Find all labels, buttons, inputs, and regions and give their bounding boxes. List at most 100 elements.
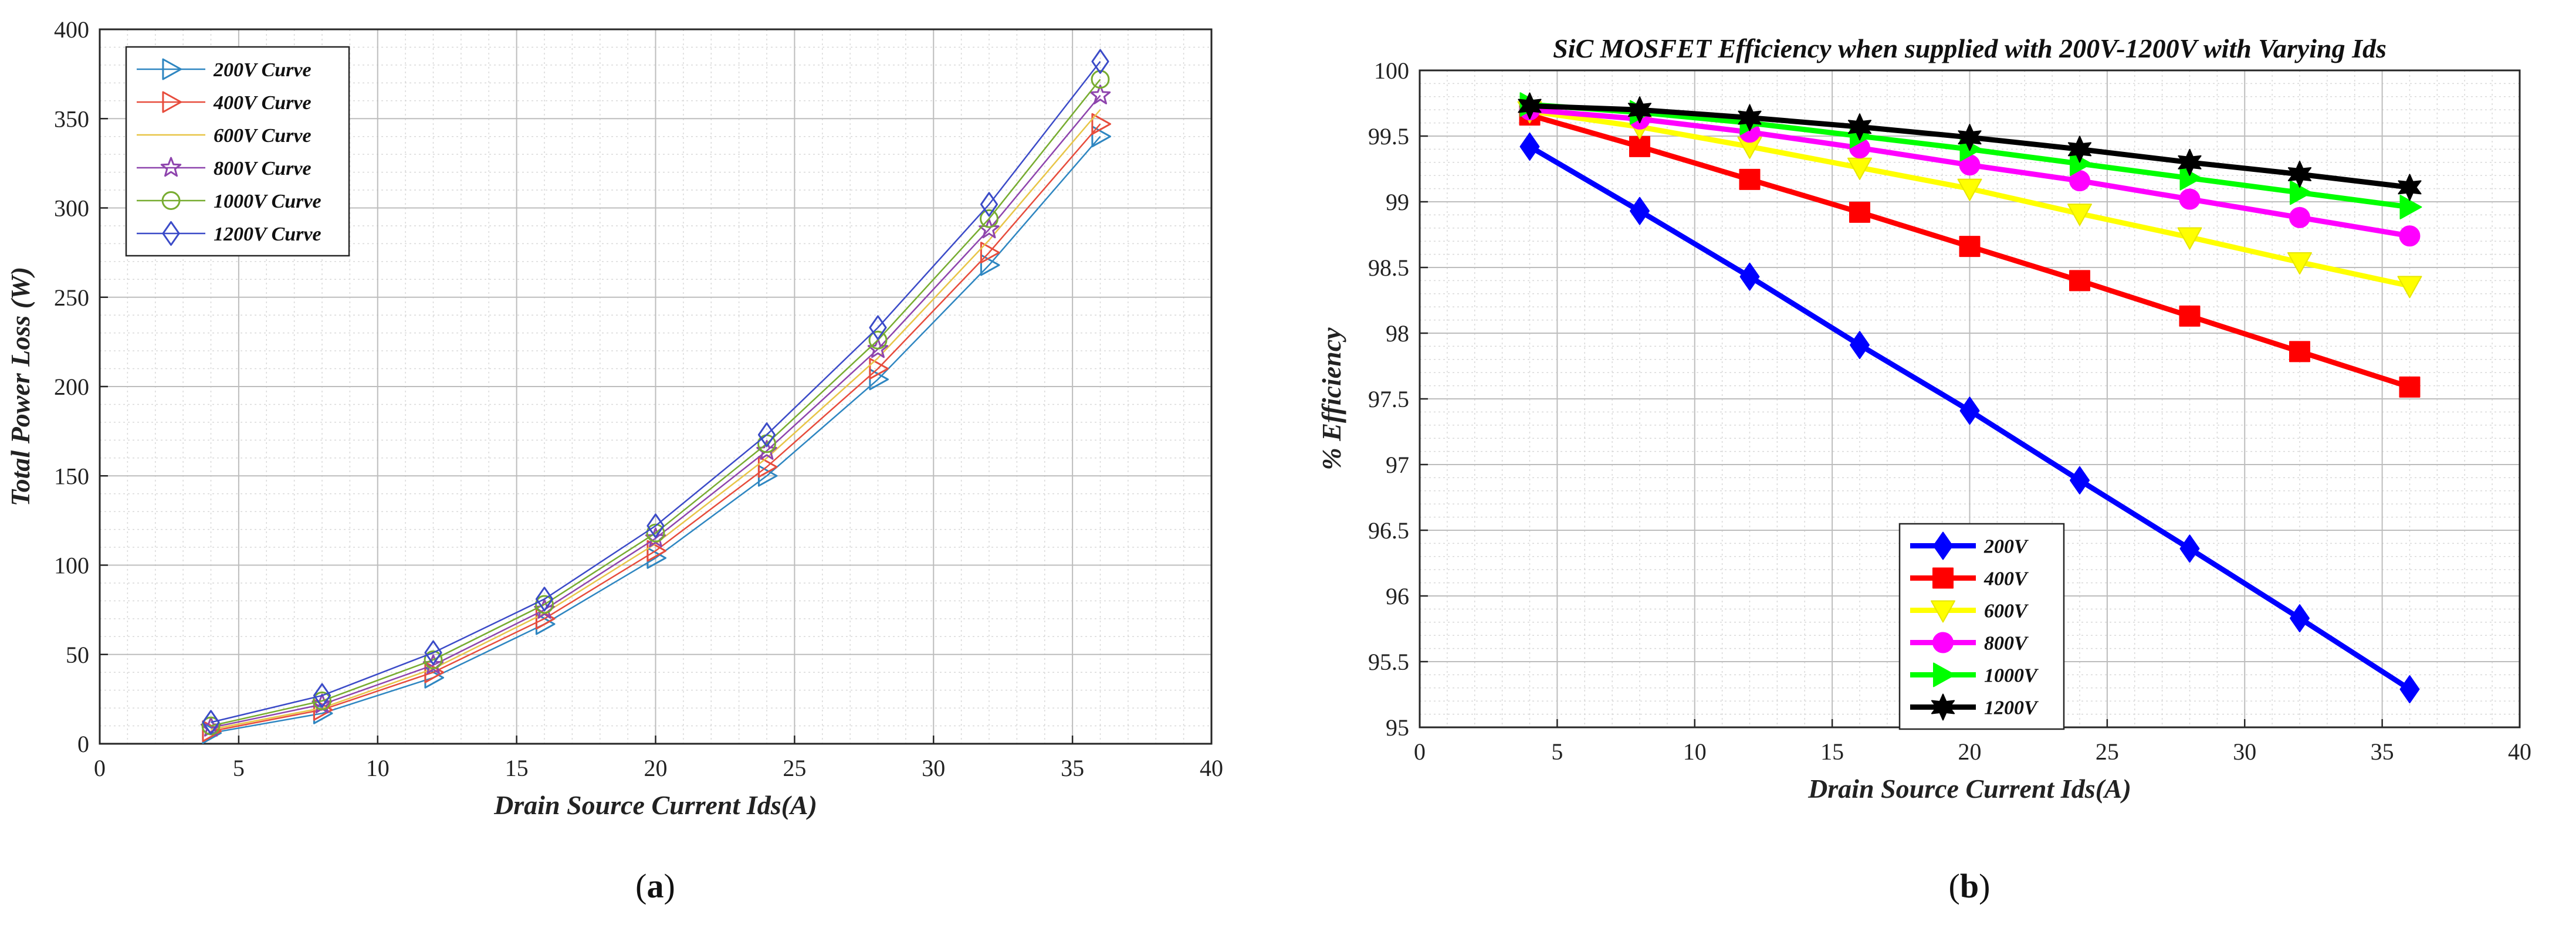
series-line	[211, 123, 1101, 732]
legend-label: 600V Curve	[214, 125, 312, 147]
legend-box	[1898, 523, 2065, 730]
chart-title: SiC MOSFET Efficiency when supplied with…	[1553, 33, 2387, 63]
series-800v	[1519, 99, 2421, 247]
x-tick-label: 15	[1820, 738, 1844, 765]
legend-label: 800V Curve	[214, 158, 312, 179]
legend-label: 1000V Curve	[214, 191, 321, 212]
x-tick-label: 0	[94, 755, 106, 781]
data-point	[424, 650, 443, 669]
data-point	[869, 315, 887, 340]
panel-a-chart: 0 5 10 15 20 25 30 35 40050100150200250300350400…	[5, 16, 1223, 820]
data-point	[1627, 96, 1652, 124]
data-point	[2290, 604, 2310, 633]
data-point	[2177, 227, 2202, 250]
data-point	[1091, 126, 1111, 148]
series-1200v-curve	[202, 49, 1109, 735]
data-point	[1847, 113, 1872, 141]
series-line	[211, 94, 1101, 729]
data-point	[2399, 675, 2420, 704]
legend-label: 1000V	[1984, 665, 2039, 687]
data-point	[868, 330, 888, 350]
y-tick-label: 99	[1386, 189, 1409, 215]
data-point	[1629, 135, 1650, 157]
data-point	[2067, 204, 2092, 226]
y-tick-label: 97	[1386, 452, 1409, 478]
legend-swatch-marker	[1932, 632, 1954, 653]
data-point	[980, 254, 1000, 276]
data-point	[757, 422, 776, 448]
x-tick-label: 10	[1683, 738, 1707, 765]
y-tick-label: 250	[54, 284, 89, 311]
y-axis-label: Total Power Loss (W)	[5, 267, 35, 506]
data-point	[2179, 534, 2200, 563]
x-tick-label: 30	[922, 755, 945, 781]
legend-item: 1200V Curve	[137, 221, 321, 246]
legend-label: 1200V	[1984, 697, 2039, 719]
legend-item: 400V	[1910, 567, 2029, 590]
legend-label: 200V	[1983, 536, 2029, 558]
legend-swatch-marker	[1933, 531, 1953, 560]
x-tick-label: 40	[1200, 755, 1223, 781]
y-tick-label: 150	[54, 463, 89, 489]
x-tick-label: 5	[1551, 738, 1563, 765]
y-tick-label: 95.5	[1368, 649, 1409, 675]
series-1200v	[1518, 92, 2422, 201]
series-line	[211, 109, 1101, 730]
caption-a: (a)	[635, 867, 675, 905]
legend-label: 800V	[1984, 633, 2029, 655]
data-point	[2399, 194, 2422, 219]
series-200v	[1519, 132, 2420, 704]
panel-b-chart: 0 5 10 15 20 25 30 35 40 95 95.5 96 96.5 97 97.5 98 98.5…	[1316, 33, 2531, 804]
data-point	[1959, 397, 1980, 425]
y-axis-label: % Efficiency	[1316, 327, 1346, 470]
legend-box	[125, 46, 350, 257]
x-tick-label: 40	[2508, 738, 2531, 765]
data-point	[202, 710, 220, 735]
y-tick-label: 50	[66, 642, 89, 668]
data-point	[1738, 104, 1762, 131]
legend-item: 1200V	[1910, 693, 2039, 721]
y-tick-label: 98.5	[1368, 255, 1409, 281]
data-point	[2399, 225, 2421, 247]
data-point	[646, 523, 665, 543]
x-tick-label: 35	[1061, 755, 1084, 781]
legend-item: 800V Curve	[137, 157, 312, 179]
y-tick-label: 350	[54, 106, 89, 132]
y-tick-label: 98	[1386, 320, 1409, 347]
data-point	[1091, 70, 1110, 89]
data-point	[535, 595, 554, 614]
legend-swatch-marker	[162, 221, 180, 246]
series-400v	[1519, 104, 2421, 398]
data-point	[2290, 180, 2312, 205]
legend-item: 200V	[1910, 531, 2029, 560]
legend: 200V 400V 600V 800V 1000V 1200V	[1898, 523, 2065, 730]
x-tick-label: 30	[2233, 738, 2256, 765]
x-tick-label: 20	[1958, 738, 1982, 765]
data-point	[534, 599, 555, 619]
legend-label: 1200V Curve	[214, 223, 321, 245]
data-point	[1959, 236, 1981, 257]
series-600v-curve	[211, 109, 1101, 730]
data-point	[535, 587, 554, 612]
series-line	[211, 61, 1101, 723]
data-point	[1091, 113, 1111, 135]
data-point	[1849, 201, 1870, 223]
data-point	[980, 192, 998, 217]
data-point	[980, 209, 998, 228]
data-point	[2179, 305, 2201, 327]
data-point	[869, 358, 889, 380]
x-axis-label: Drain Source Current Ids(A)	[1807, 774, 2131, 804]
y-tick-label: 96	[1386, 583, 1409, 609]
x-tick-label: 5	[233, 755, 245, 781]
legend-label: 400V Curve	[213, 92, 312, 114]
series-400v-curve	[202, 113, 1111, 743]
data-point	[2398, 174, 2422, 201]
legend-label: 600V	[1984, 601, 2029, 622]
data-point	[2070, 466, 2090, 494]
data-point	[757, 456, 778, 478]
series-line	[211, 135, 1101, 734]
legend: 200V Curve 400V Curve 600V Curve 800V Curve…	[125, 46, 350, 257]
legend-item: 400V Curve	[137, 91, 312, 114]
y-tick-label: 95	[1386, 714, 1409, 741]
